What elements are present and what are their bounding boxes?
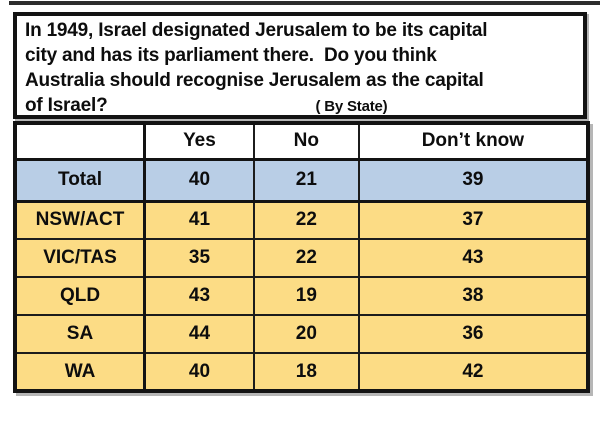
question-line: city and has its parliament there. Do yo… <box>25 45 437 66</box>
table-row-sa: SA 44 20 36 <box>13 314 590 354</box>
table-row-qld: QLD 43 19 38 <box>13 276 590 316</box>
column-header-yes: Yes <box>143 122 255 161</box>
cell-dont-know: 36 <box>357 314 590 354</box>
poll-results-table: Yes No Don’t know Total 40 21 39 NSW/ACT 41 22… <box>13 121 590 393</box>
cell-no: 19 <box>252 276 360 316</box>
column-header-no: No <box>252 122 360 161</box>
cell-dont-know: 43 <box>357 238 590 278</box>
row-label: WA <box>13 352 146 392</box>
row-label: QLD <box>13 276 146 316</box>
cell-yes: 40 <box>143 158 255 203</box>
row-label: Total <box>13 158 146 203</box>
top-frame-edge <box>9 1 600 5</box>
row-label: VIC/TAS <box>13 238 146 278</box>
question-line: Australia should recognise Jerusalem as … <box>25 70 484 91</box>
row-label: NSW/ACT <box>13 200 146 240</box>
question-line: of Israel? ( By State) <box>25 93 579 116</box>
cell-yes: 43 <box>143 276 255 316</box>
cell-no: 22 <box>252 238 360 278</box>
cell-dont-know: 42 <box>357 352 590 392</box>
cell-yes: 44 <box>143 314 255 354</box>
header-row: Yes No Don’t know <box>13 122 590 161</box>
table-row-vic-tas: VIC/TAS 35 22 43 <box>13 238 590 278</box>
table-row-nsw-act: NSW/ACT 41 22 37 <box>13 200 590 240</box>
question-line-end: of Israel? <box>25 95 108 116</box>
cell-dont-know: 37 <box>357 200 590 240</box>
cell-yes: 41 <box>143 200 255 240</box>
cell-no: 18 <box>252 352 360 392</box>
cell-no: 21 <box>252 158 360 203</box>
column-header-dont-know: Don’t know <box>357 122 590 161</box>
question-line: In 1949, Israel designated Jerusalem to … <box>25 20 488 41</box>
cell-yes: 40 <box>143 352 255 392</box>
cell-no: 22 <box>252 200 360 240</box>
cell-no: 20 <box>252 314 360 354</box>
table-row-wa: WA 40 18 42 <box>13 352 590 392</box>
cell-dont-know: 39 <box>357 158 590 203</box>
by-state-label: ( By State) <box>315 98 388 115</box>
row-label: SA <box>13 314 146 354</box>
cell-dont-know: 38 <box>357 276 590 316</box>
column-header-empty <box>13 122 146 161</box>
table-row-total: Total 40 21 39 <box>13 158 590 203</box>
cell-yes: 35 <box>143 238 255 278</box>
question-box: In 1949, Israel designated Jerusalem to … <box>13 12 587 119</box>
